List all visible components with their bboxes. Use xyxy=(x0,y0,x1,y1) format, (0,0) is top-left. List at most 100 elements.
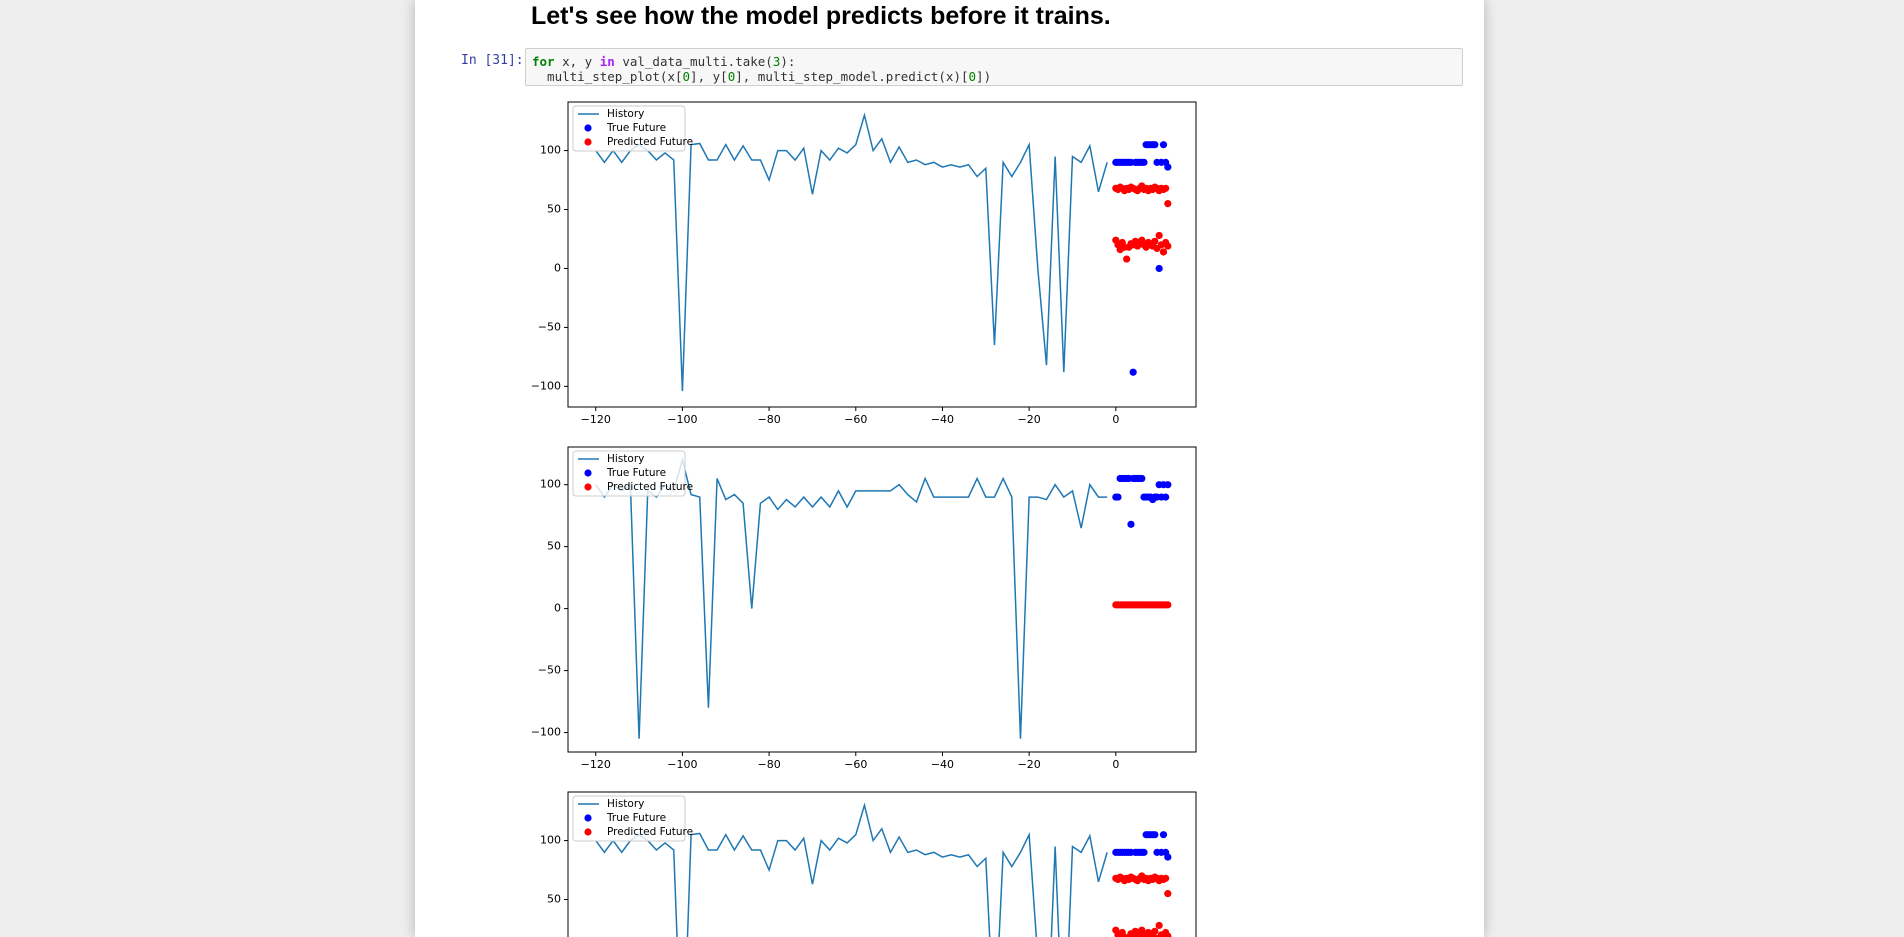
legend: History True Future Predicted Future xyxy=(572,450,693,497)
code-token: x, y xyxy=(554,54,600,69)
future-point xyxy=(1127,520,1135,528)
legend-label: History xyxy=(607,798,644,810)
legend-label: True Future xyxy=(606,812,666,824)
legend-box xyxy=(572,450,686,497)
legend-box xyxy=(572,795,686,842)
future-point xyxy=(1155,921,1163,930)
x-tick-label: −120 xyxy=(581,758,611,771)
y-tick-label: 100 xyxy=(540,834,561,847)
y-tick-label: 50 xyxy=(547,203,561,216)
y-tick-label: −100 xyxy=(531,379,561,392)
future-point xyxy=(1155,264,1163,273)
legend-marker xyxy=(584,483,592,491)
plot xyxy=(595,112,1172,392)
heading: Let's see how the model predicts before … xyxy=(531,2,1111,30)
y-tick-label: 0 xyxy=(554,602,561,615)
y-tick-label: 100 xyxy=(540,144,561,157)
plot-frame xyxy=(567,446,1197,753)
x-tick-label: −40 xyxy=(931,413,954,426)
future-point xyxy=(1164,163,1172,171)
legend-label: True Future xyxy=(606,122,666,134)
legend-marker xyxy=(584,828,592,836)
future-point xyxy=(1164,242,1172,250)
future-point xyxy=(1164,481,1172,489)
future-point xyxy=(1155,231,1163,240)
future-point xyxy=(1151,927,1159,935)
future-point xyxy=(1129,368,1137,376)
code-token: 0 xyxy=(682,69,691,84)
future-point xyxy=(1164,853,1172,861)
x-tick-label: −60 xyxy=(844,413,867,426)
y-tick-label: 50 xyxy=(547,893,561,906)
future-point xyxy=(1159,248,1168,256)
code-token: multi_step_plot(x[ xyxy=(532,69,683,84)
y-tick-label: 0 xyxy=(554,261,561,274)
plot-frame xyxy=(567,101,1197,408)
future-point xyxy=(1162,874,1170,882)
future-point xyxy=(1114,493,1122,501)
y-tick-label: −100 xyxy=(531,726,561,739)
x-tick-label: −100 xyxy=(667,758,697,771)
x-tick-label: −20 xyxy=(1018,413,1041,426)
legend: History True Future Predicted Future xyxy=(572,105,693,152)
code-token: for xyxy=(532,54,555,69)
code-token: ], y[ xyxy=(690,69,728,84)
x-tick-label: −80 xyxy=(757,413,780,426)
y-tick-label: 100 xyxy=(540,478,561,491)
future-point xyxy=(1151,831,1159,839)
legend-label: History xyxy=(607,108,644,120)
code-token: in xyxy=(599,54,615,69)
future-point xyxy=(1164,200,1172,208)
future-point xyxy=(1164,601,1172,609)
y-tick-label: −50 xyxy=(538,320,561,333)
history-line xyxy=(595,802,1108,937)
legend-label: Predicted Future xyxy=(607,826,693,838)
chart: −100 −50 0 50 100 −120 −100 −80 −60 −40 −20 0 Histor… xyxy=(531,446,1197,771)
future-point xyxy=(1164,932,1172,937)
cell-prompt: In [31]: xyxy=(461,53,524,68)
legend-label: History xyxy=(607,453,644,465)
x-tick-label: −20 xyxy=(1018,758,1041,771)
code-line: multi_step_plot(x[0], y[0], multi_step_m… xyxy=(532,69,1456,84)
x-tick-label: 0 xyxy=(1112,413,1119,426)
legend-marker xyxy=(584,124,592,132)
history-line xyxy=(595,112,1108,392)
legend-label: True Future xyxy=(606,467,666,479)
future-point xyxy=(1162,493,1170,501)
x-tick-label: −80 xyxy=(757,758,780,771)
future-point xyxy=(1140,158,1148,166)
future-point xyxy=(1140,848,1148,856)
legend-marker xyxy=(584,469,592,477)
plot xyxy=(595,456,1172,739)
code-line: for x, y in val_data_multi.take(3): xyxy=(532,54,1456,69)
future-point xyxy=(1164,890,1172,898)
future-point xyxy=(1159,831,1168,839)
legend-label: Predicted Future xyxy=(607,136,693,148)
code-token: 3 xyxy=(772,54,781,69)
future-point xyxy=(1151,141,1159,149)
legend-label: Predicted Future xyxy=(607,481,693,493)
x-tick-label: −120 xyxy=(581,413,611,426)
code-token: ], multi_step_model.predict(x)[ xyxy=(735,69,969,84)
future-point xyxy=(1151,237,1159,245)
future-point xyxy=(1162,184,1170,192)
x-tick-label: −40 xyxy=(931,758,954,771)
legend-box xyxy=(572,105,686,152)
x-tick-label: −60 xyxy=(844,758,867,771)
code-token: ]) xyxy=(976,69,992,84)
code-token: 0 xyxy=(727,69,736,84)
code-cell[interactable]: for x, y in val_data_multi.take(3): mult… xyxy=(525,48,1463,86)
plot-frame xyxy=(567,791,1197,937)
code-token: 0 xyxy=(968,69,977,84)
y-tick-label: −50 xyxy=(538,664,561,677)
chart: 50 100 History True Future Predicted Future xyxy=(540,791,1197,937)
plot-area xyxy=(568,447,1196,752)
future-point xyxy=(1138,474,1146,483)
code-token: val_data_multi.take( xyxy=(614,54,773,69)
legend-marker xyxy=(584,814,592,822)
legend: History True Future Predicted Future xyxy=(572,795,693,842)
future-point xyxy=(1123,255,1131,263)
chart: −100 −50 0 50 100 −120 −100 −80 −60 −40 −20 0 Histor… xyxy=(531,101,1197,426)
